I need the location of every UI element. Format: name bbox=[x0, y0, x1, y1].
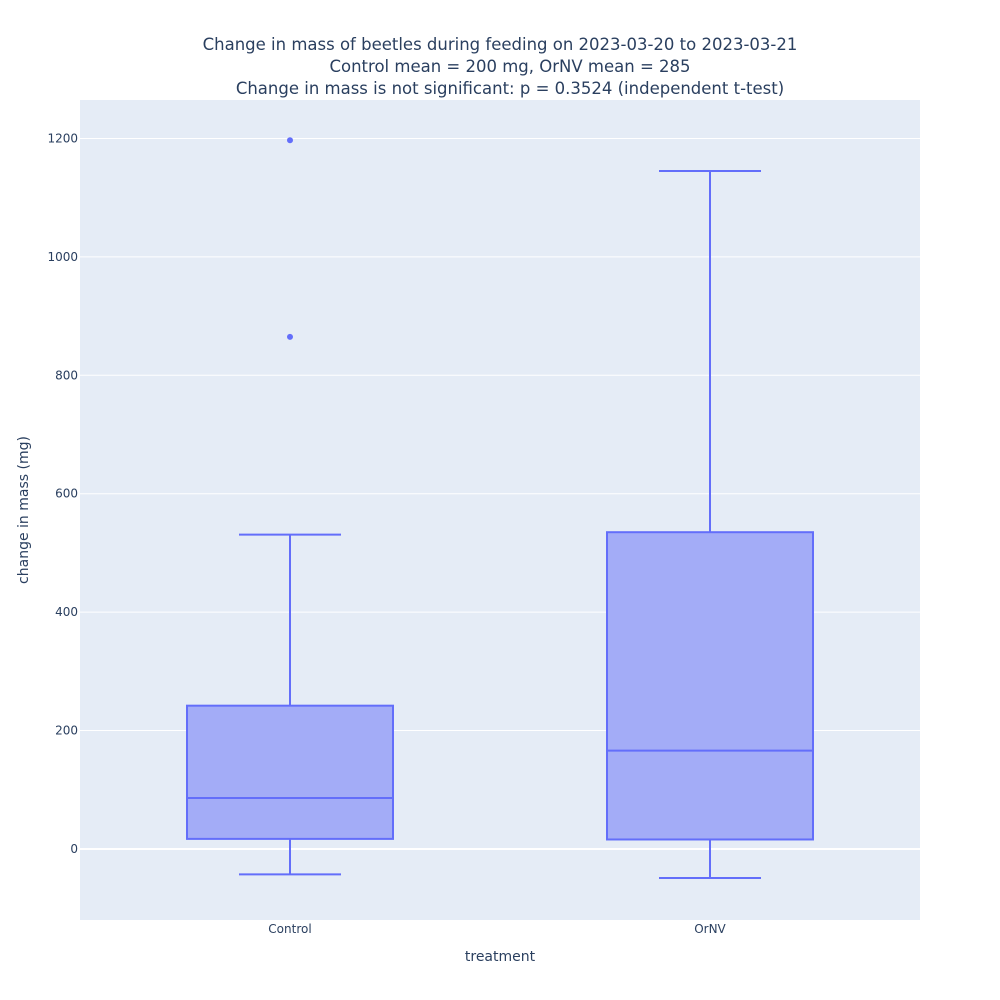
y-tick-label: 400 bbox=[55, 605, 78, 619]
outlier-point bbox=[287, 137, 293, 144]
x-tick-label: Control bbox=[268, 922, 311, 936]
iqr-box bbox=[186, 704, 394, 840]
y-tick-label: 800 bbox=[55, 368, 78, 382]
y-tick-label: 0 bbox=[70, 842, 78, 856]
x-tick-label: OrNV bbox=[694, 922, 726, 936]
box-ornv bbox=[606, 170, 814, 879]
x-tick-labels: Control OrNV bbox=[268, 922, 726, 936]
x-axis-title: treatment bbox=[465, 949, 536, 965]
boxes bbox=[186, 137, 814, 879]
y-axis-title: change in mass (mg) bbox=[16, 436, 32, 584]
outlier-point bbox=[287, 333, 293, 340]
y-tick-label: 1200 bbox=[47, 131, 78, 145]
y-tick-label: 200 bbox=[55, 724, 78, 738]
y-tick-label: 600 bbox=[55, 487, 78, 501]
chart-title-line-1: Change in mass of beetles during feeding… bbox=[203, 35, 798, 54]
chart-title-line-2: Control mean = 200 mg, OrNV mean = 285 bbox=[329, 57, 690, 76]
y-tick-label: 1000 bbox=[47, 250, 78, 264]
y-tick-labels: 0 200 400 600 800 1000 1200 bbox=[47, 131, 78, 855]
box-control bbox=[186, 137, 394, 876]
iqr-box bbox=[606, 531, 814, 841]
chart-title-line-3: Change in mass is not significant: p = 0… bbox=[236, 79, 784, 98]
